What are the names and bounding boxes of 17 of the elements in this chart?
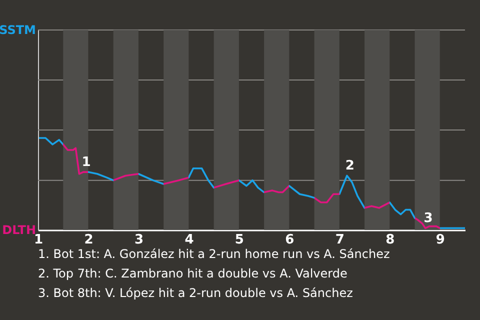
x-tick-label: 4 [184, 232, 194, 248]
x-tick-label: 7 [335, 232, 344, 248]
annotation: 3 [424, 211, 433, 226]
x-tick-label: 5 [234, 232, 244, 248]
annotation: 2 [345, 158, 354, 174]
x-tick-label: 1 [34, 232, 44, 248]
x-tick-label: 2 [84, 232, 94, 248]
x-tick-label: 3 [134, 232, 144, 248]
text: 2. Top 7th: C. Zambrano hit a double vs A. Valverde [38, 266, 348, 280]
x-tick-label: 6 [285, 232, 294, 248]
text: DLTH [2, 223, 36, 237]
text: SSTM [0, 23, 36, 37]
x-tick-label: 9 [436, 232, 445, 248]
text: 1. Bot 1st: A. González hit a 2-run home run vs A. Sánchez [38, 247, 390, 261]
x-tick-label: 8 [386, 232, 395, 248]
text: 3. Bot 8th: V. López hit a 2-run double vs A. Sánchez [38, 286, 353, 300]
annotation: 1 [82, 155, 91, 170]
